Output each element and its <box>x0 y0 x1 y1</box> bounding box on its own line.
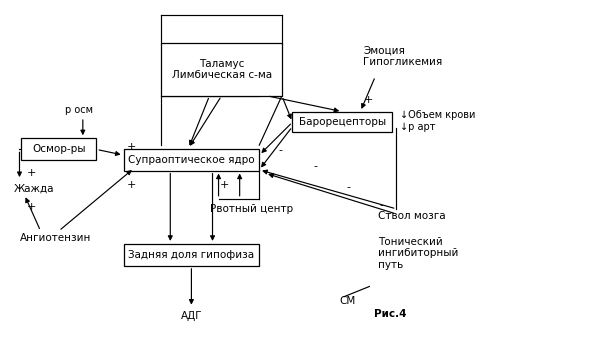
Text: Ствол мозга: Ствол мозга <box>378 211 446 222</box>
Text: +: + <box>27 202 36 212</box>
Text: +: + <box>27 168 36 178</box>
Text: Рвотный центр: Рвотный центр <box>210 204 293 214</box>
Text: Ангиотензин: Ангиотензин <box>19 233 91 243</box>
Text: ↓Объем крови
↓р арт: ↓Объем крови ↓р арт <box>399 110 475 132</box>
Text: +: + <box>127 142 136 152</box>
Text: Тонический
ингибиторный
путь: Тонический ингибиторный путь <box>378 237 459 270</box>
Text: Задняя доля гипофиза: Задняя доля гипофиза <box>128 250 255 260</box>
Text: +: + <box>220 180 229 190</box>
Text: р осм: р осм <box>65 105 93 115</box>
Text: -: - <box>379 201 384 211</box>
Text: СМ: СМ <box>339 296 356 306</box>
FancyBboxPatch shape <box>161 43 282 96</box>
Text: Эмоция
Гипогликемия: Эмоция Гипогликемия <box>364 45 442 67</box>
Text: -: - <box>346 182 350 192</box>
FancyBboxPatch shape <box>293 112 392 132</box>
Text: -: - <box>313 162 317 172</box>
Text: Супраоптическое ядро: Супраоптическое ядро <box>128 155 255 165</box>
Text: Жажда: Жажда <box>13 184 54 193</box>
Text: +: + <box>364 95 373 105</box>
FancyBboxPatch shape <box>21 138 96 161</box>
Text: -: - <box>278 145 282 155</box>
Text: Рис.4: Рис.4 <box>374 309 407 319</box>
Text: Барорецепторы: Барорецепторы <box>299 117 386 127</box>
Text: АДГ: АДГ <box>181 311 202 321</box>
Text: Осмор-ры: Осмор-ры <box>32 144 85 154</box>
FancyBboxPatch shape <box>124 244 259 266</box>
Text: Таламус
Лимбическая с-ма: Таламус Лимбическая с-ма <box>171 59 271 80</box>
Text: +: + <box>127 180 136 190</box>
FancyBboxPatch shape <box>124 149 259 171</box>
